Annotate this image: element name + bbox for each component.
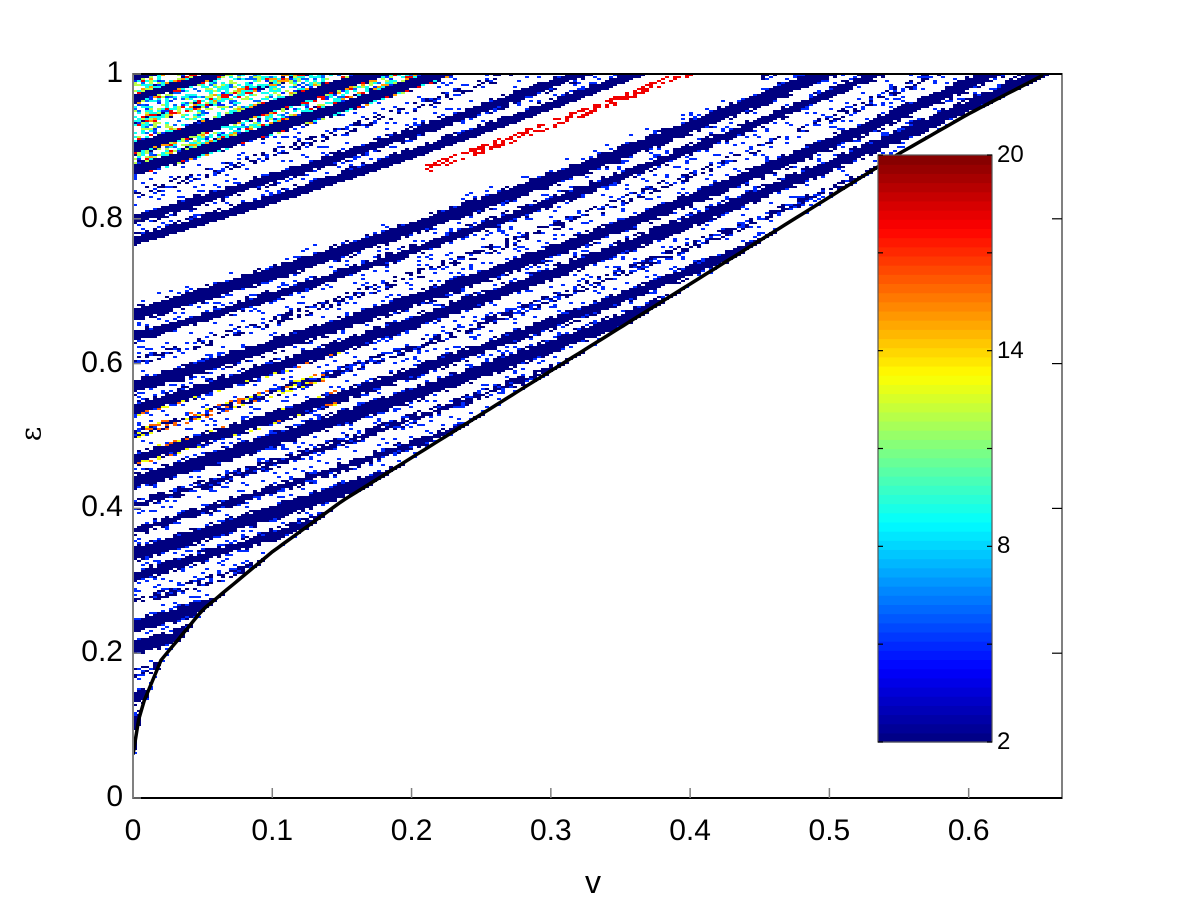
colorbar	[878, 155, 992, 743]
x-tick-label: 0.3	[521, 816, 581, 846]
y-tick-label: 0	[63, 782, 123, 812]
x-tick-label: 0.2	[382, 816, 442, 846]
y-tick-label: 1	[63, 58, 123, 88]
y-tick-label: 0.4	[63, 492, 123, 522]
x-tick-label: 0.5	[799, 816, 859, 846]
x-tick-label: 0.1	[242, 816, 302, 846]
x-tick-label: 0.6	[939, 816, 999, 846]
x-tick-label: 0.4	[660, 816, 720, 846]
x-axis-label: v	[585, 866, 601, 898]
colorbar-tick-label: 14	[997, 339, 1024, 363]
y-tick-label: 0.2	[63, 637, 123, 667]
colorbar-gradient	[878, 155, 992, 743]
y-tick-label: 0.8	[63, 203, 123, 233]
colorbar-tick-label: 20	[997, 143, 1024, 167]
x-tick-label: 0	[103, 816, 163, 846]
y-axis-label: ε	[17, 427, 45, 442]
colorbar-tick-label: 2	[997, 730, 1010, 754]
y-tick-label: 0.6	[63, 348, 123, 378]
colorbar-tick-label: 8	[997, 534, 1010, 558]
